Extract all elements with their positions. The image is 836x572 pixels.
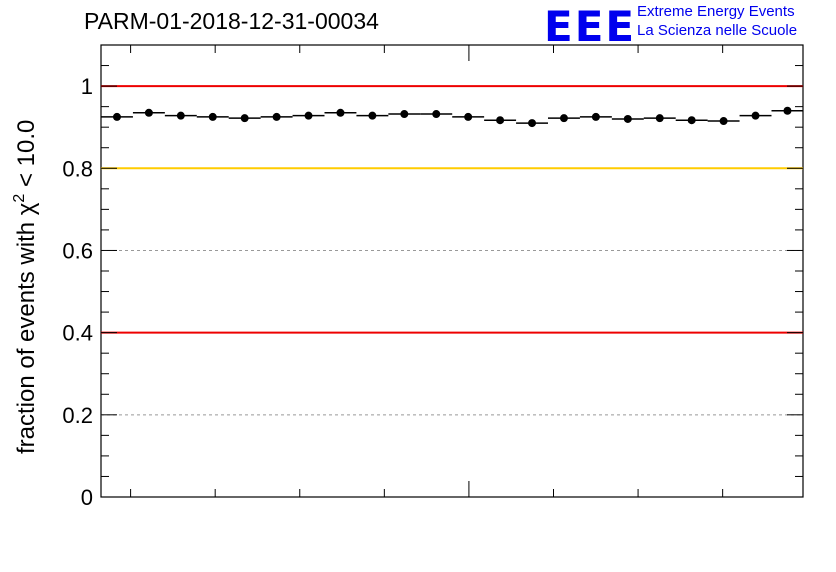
data-point xyxy=(208,112,217,121)
logo-caption-line1: Extreme Energy Events xyxy=(637,3,795,20)
data-point xyxy=(272,112,281,121)
data-point xyxy=(559,114,568,123)
eee-logo: EEE xyxy=(544,2,637,51)
data-point xyxy=(432,110,441,119)
data-point xyxy=(687,116,696,125)
data-point xyxy=(240,114,249,123)
plot-frame xyxy=(100,44,804,498)
data-point xyxy=(591,112,600,121)
data-point xyxy=(783,106,792,115)
data-point xyxy=(751,111,760,120)
data-point xyxy=(719,117,728,126)
y-tick-label: 0.8 xyxy=(62,156,93,181)
data-point xyxy=(144,108,153,117)
data-point xyxy=(528,119,537,128)
y-axis-label: fraction of events with χ2 < 10.0 xyxy=(11,120,40,454)
y-tick-label: 0.6 xyxy=(62,238,93,263)
data-point xyxy=(112,112,121,121)
data-point xyxy=(496,116,505,125)
data-point xyxy=(176,111,185,120)
data-point xyxy=(623,114,632,123)
data-point xyxy=(304,111,313,120)
y-tick-label: 0.4 xyxy=(62,321,93,346)
y-tick-label: 0.2 xyxy=(62,403,93,428)
chart-title: PARM-01-2018-12-31-00034 xyxy=(84,8,379,34)
data-point xyxy=(336,108,345,117)
data-point xyxy=(655,114,664,123)
data-point xyxy=(368,111,377,120)
y-tick-label: 0 xyxy=(81,485,93,510)
data-point xyxy=(400,110,409,119)
y-tick-label: 1 xyxy=(81,74,93,99)
logo-caption-line2: La Scienza nelle Scuole xyxy=(637,22,798,39)
data-point xyxy=(464,112,473,121)
